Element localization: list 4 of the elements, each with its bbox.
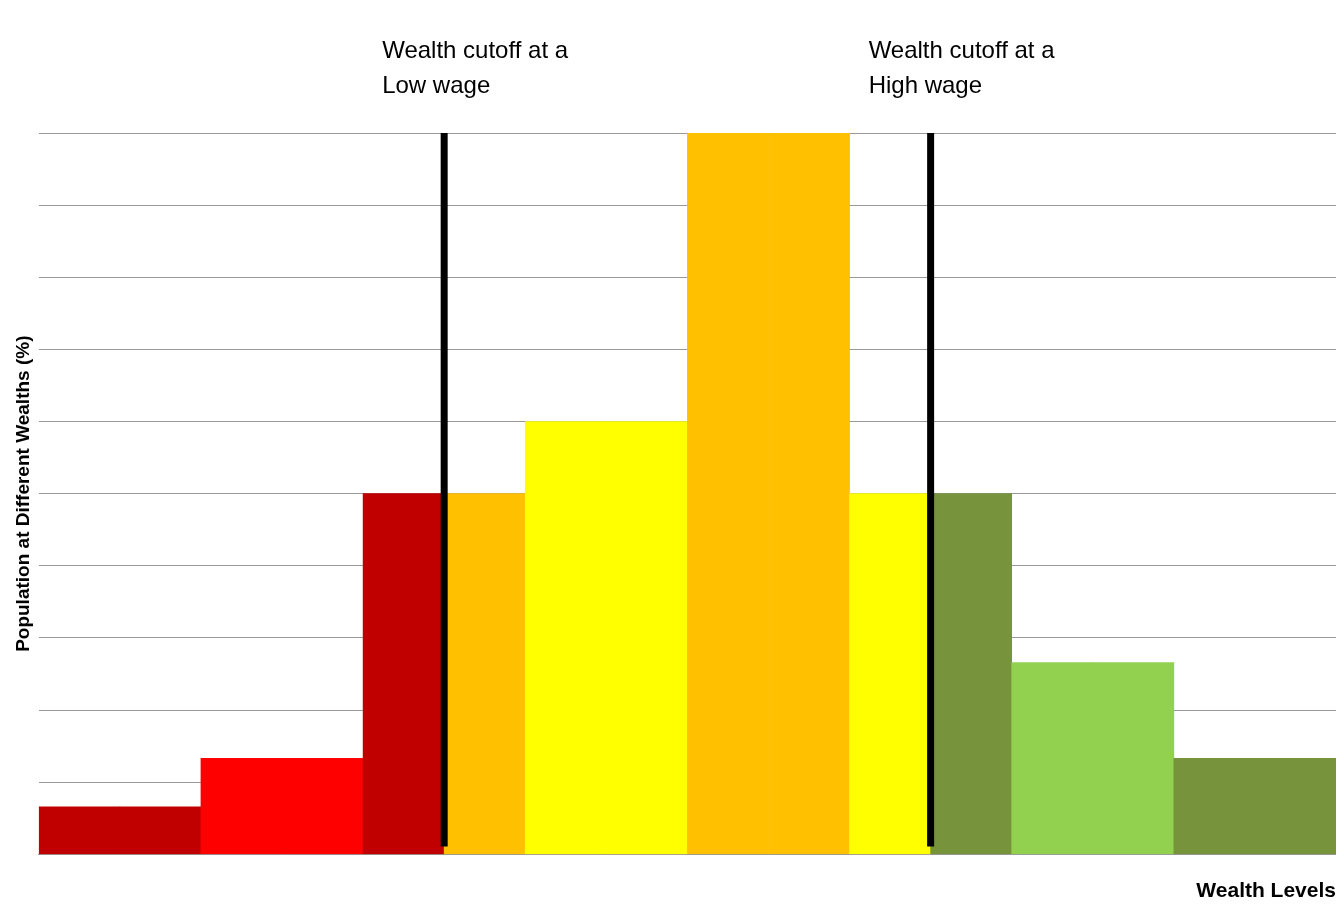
- y-axis-title: Population at Different Wealths (%): [11, 335, 33, 652]
- x-axis-title: Wealth Levels: [1196, 878, 1336, 902]
- text: Wealth cutoff at a Low wage: [382, 36, 569, 98]
- text: Wealth cutoff at a High wage: [868, 36, 1055, 98]
